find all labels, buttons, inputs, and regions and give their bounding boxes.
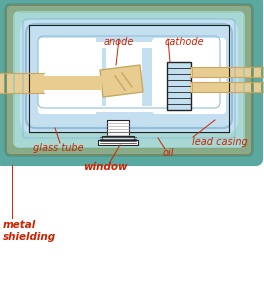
Bar <box>190 82 192 92</box>
Bar <box>190 67 264 77</box>
Polygon shape <box>100 65 143 97</box>
FancyBboxPatch shape <box>14 12 244 147</box>
FancyBboxPatch shape <box>152 38 226 114</box>
Text: anode: anode <box>104 37 134 47</box>
Bar <box>96 106 152 112</box>
Bar <box>98 140 138 145</box>
Bar <box>102 136 134 142</box>
Bar <box>190 82 264 92</box>
Bar <box>167 62 191 110</box>
FancyBboxPatch shape <box>38 38 102 114</box>
FancyBboxPatch shape <box>0 0 262 165</box>
Text: metal
shielding: metal shielding <box>3 220 56 242</box>
FancyBboxPatch shape <box>6 5 252 155</box>
Text: glass tube: glass tube <box>33 143 83 153</box>
FancyBboxPatch shape <box>26 24 106 128</box>
Bar <box>190 67 192 77</box>
Bar <box>29 25 229 132</box>
Text: window: window <box>83 162 127 172</box>
Bar <box>96 42 152 48</box>
Text: lead casing: lead casing <box>192 137 248 147</box>
FancyBboxPatch shape <box>21 20 237 132</box>
Text: oil: oil <box>163 148 175 158</box>
FancyBboxPatch shape <box>142 24 234 128</box>
Bar <box>107 120 129 138</box>
Text: cathode: cathode <box>165 37 205 47</box>
FancyBboxPatch shape <box>26 24 232 128</box>
Bar <box>96 34 152 46</box>
Bar <box>0 73 44 93</box>
Bar <box>96 106 152 118</box>
Bar <box>44 76 102 90</box>
Bar <box>29 25 229 132</box>
FancyBboxPatch shape <box>38 36 220 108</box>
